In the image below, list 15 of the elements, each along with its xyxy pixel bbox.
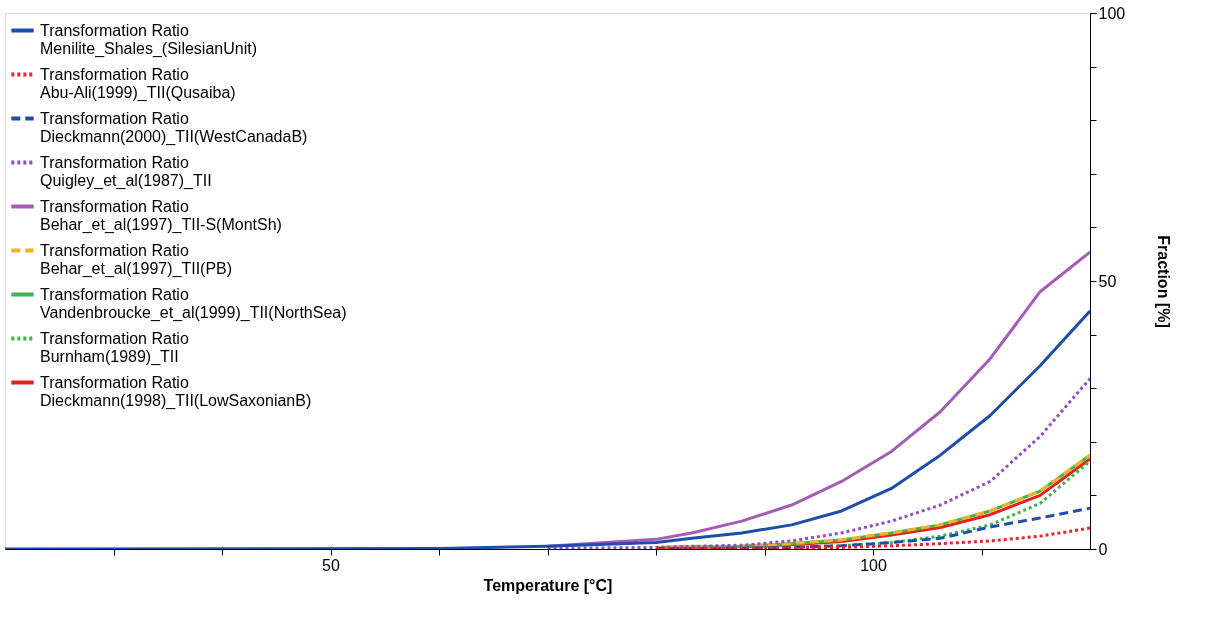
line-series: [546, 377, 1090, 549]
legend-label: Transformation Ratio Behar_et_al(1997)_TII-S(MontSh): [40, 197, 282, 234]
legend-label: Transformation Ratio Dieckmann(2000)_TII(WestCanadaB): [40, 109, 308, 146]
legend-label: Transformation Ratio Vandenbroucke_et_al(1999)_TII(NorthSea): [40, 285, 347, 322]
legend-label: Transformation Ratio Menilite_Shales_(SilesianUnit): [40, 21, 257, 58]
legend-label: Transformation Ratio Quigley_et_al(1987)_TII: [40, 153, 212, 190]
y-tick-label: 100: [1098, 4, 1126, 22]
y-tick-label: 50: [1098, 272, 1117, 290]
legend-label: Transformation Ratio Abu-Ali(1999)_TII(Qusaiba): [40, 65, 236, 102]
legend-label: Transformation Ratio Dieckmann(1998)_TII(LowSaxonianB): [40, 373, 312, 410]
y-axis-title: Fraction [%]: [1155, 235, 1173, 328]
y-tick-label: 0: [1098, 540, 1108, 558]
legend-label: Transformation Ratio Burnham(1989)_TII: [40, 329, 189, 366]
x-axis-title: Temperature [°C]: [483, 576, 613, 594]
legend-label: Transformation Ratio Behar_et_al(1997)_TII(PB): [40, 241, 233, 278]
